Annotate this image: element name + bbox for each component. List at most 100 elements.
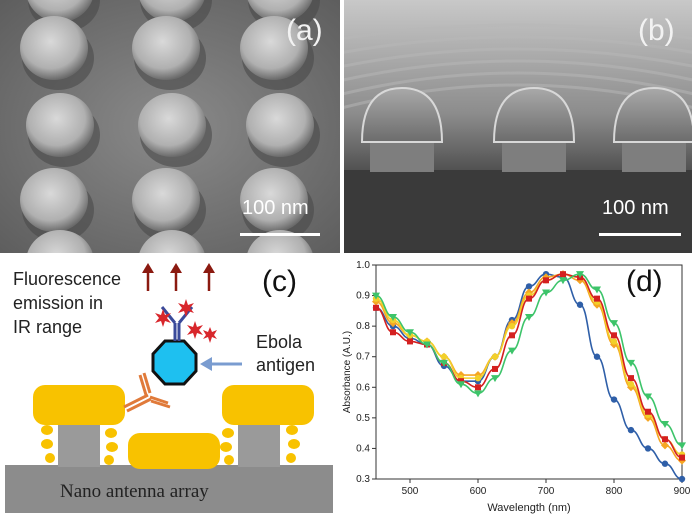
data-point <box>662 436 668 443</box>
substrate-label: Nano antenna array <box>60 481 209 502</box>
data-point <box>525 313 533 321</box>
ebola-antigen-octagon <box>151 339 198 386</box>
data-point <box>611 332 617 339</box>
data-point <box>508 347 516 355</box>
series-line <box>375 273 683 480</box>
pillar-stem <box>370 138 434 172</box>
absorbance-chart-panel: 500 600 700 800 900 0.3 0.4 0.5 0.6 0.7 0.8 0.9 1.0 W… <box>340 257 692 515</box>
fluorophore-stars <box>155 299 217 343</box>
data-point <box>661 441 669 450</box>
nanopillar <box>240 16 308 80</box>
emission-arrows <box>142 263 215 291</box>
fluorescence-label-line2: emission in <box>13 293 104 313</box>
gold-disk-center <box>128 433 220 469</box>
data-point <box>491 353 499 360</box>
y-axis-label: Absorbance (A.U.) <box>342 331 353 413</box>
nanopillar <box>132 168 200 232</box>
plot-frame <box>375 264 683 480</box>
data-point <box>542 289 550 297</box>
data-point <box>678 442 686 450</box>
data-point <box>474 374 482 382</box>
data-point <box>508 322 516 330</box>
data-point <box>678 475 686 483</box>
fluorescence-label-line1: Fluorescence <box>13 269 122 289</box>
data-point <box>559 277 567 285</box>
y-tick-label: 0.6 <box>356 382 370 393</box>
nanopillar <box>247 0 313 22</box>
y-tick-label: 0.3 <box>356 474 370 485</box>
nanopillar <box>240 168 308 232</box>
data-point <box>645 408 651 415</box>
scale-bar-label-b: 100 nm <box>602 197 669 219</box>
data-point <box>628 375 634 382</box>
data-point <box>406 329 414 337</box>
x-tick-label: 900 <box>674 486 691 497</box>
data-point <box>610 320 618 328</box>
y-tick-label: 0.9 <box>356 291 370 302</box>
nanopillar <box>139 0 205 22</box>
gold-nanoparticles <box>41 425 300 465</box>
panel-label-d: (d) <box>626 265 663 298</box>
data-point <box>610 338 618 345</box>
panel-label-a: (a) <box>286 14 323 47</box>
panel-label-c: (c) <box>262 265 297 298</box>
data-point <box>458 378 464 385</box>
sem-image-top-view: (a) 100 nm <box>0 0 340 304</box>
data-point <box>661 420 669 428</box>
data-point <box>509 332 515 339</box>
capture-antibody <box>123 372 171 413</box>
x-tick-label: 700 <box>538 486 555 497</box>
nanopillar <box>20 168 88 232</box>
scale-bar-a <box>240 233 320 236</box>
y-tick-label: 1.0 <box>356 260 370 271</box>
data-point <box>373 304 379 311</box>
data-point <box>491 375 499 383</box>
series-line <box>375 273 683 459</box>
data-point <box>610 396 618 403</box>
data-point <box>594 295 600 302</box>
data-point <box>627 359 635 367</box>
data-point <box>525 283 533 290</box>
data-point <box>407 338 413 345</box>
data-point <box>560 271 566 278</box>
x-tick-label: 800 <box>606 486 623 497</box>
pillar-cap <box>360 86 444 143</box>
y-tick-label: 0.4 <box>356 443 370 454</box>
data-point <box>627 426 635 434</box>
data-point <box>492 365 498 372</box>
fluorescence-label-line3: IR range <box>13 317 83 337</box>
nanopillar <box>26 93 94 157</box>
data-point <box>593 286 601 294</box>
data-point <box>372 292 380 300</box>
antigen-pointer-arrow <box>200 357 242 371</box>
nanopillar <box>27 0 93 22</box>
antigen-label-line2: antigen <box>256 355 316 375</box>
y-tick-label: 0.5 <box>356 413 370 424</box>
data-point <box>423 341 431 349</box>
pillar-left <box>58 420 100 467</box>
schematic-panel: (c) Fluorescence emission in IR range Eb… <box>0 257 340 515</box>
data-point <box>679 454 685 461</box>
y-tick-label: 0.7 <box>356 352 370 363</box>
pillar-stem <box>502 138 566 172</box>
nanopillar <box>20 16 88 80</box>
y-tick-label: 0.8 <box>356 321 370 332</box>
nano-antenna-schematic <box>5 263 333 513</box>
pillar-stem <box>622 138 686 172</box>
x-tick-label: 600 <box>470 486 487 497</box>
data-point <box>593 353 601 360</box>
data-point <box>389 313 397 321</box>
data-point <box>576 301 584 308</box>
data-point <box>644 393 652 401</box>
data-point <box>627 381 635 388</box>
data-point <box>475 384 481 391</box>
pillar-cap <box>612 86 692 143</box>
data-point <box>440 353 448 360</box>
x-axis-label: Wavelength (nm) <box>487 502 570 514</box>
data-point <box>440 359 448 367</box>
data-point <box>543 277 549 284</box>
data-point <box>644 445 652 452</box>
data-point <box>576 271 584 279</box>
sem-image-side-view: (b) 100 nm <box>333 0 692 253</box>
nanopillar <box>246 93 314 157</box>
